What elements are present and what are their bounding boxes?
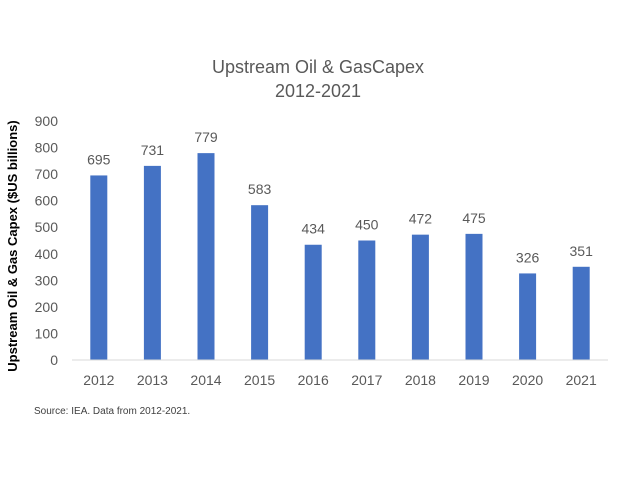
y-axis-ticks: 0 100 200 300 400 500 600 700 800 900 bbox=[35, 113, 59, 368]
y-tick-label: 200 bbox=[35, 299, 59, 315]
y-axis-title: Upstream Oil & Gas Capex ($US billions) bbox=[5, 120, 20, 371]
y-tick-label: 600 bbox=[35, 193, 59, 209]
x-tick-label: 2013 bbox=[137, 372, 168, 388]
x-tick-label: 2015 bbox=[244, 372, 275, 388]
bar bbox=[465, 233, 483, 360]
data-label: 731 bbox=[141, 142, 165, 158]
data-labels-group: 695 731 779 583 434 450 472 475 326 351 bbox=[87, 129, 593, 265]
chart-title-line1: Upstream Oil & GasCapex bbox=[212, 57, 424, 77]
source-note: Source: IEA. Data from 2012-2021. bbox=[34, 406, 190, 417]
data-label: 475 bbox=[462, 210, 486, 226]
bar bbox=[197, 153, 215, 360]
x-tick-label: 2014 bbox=[190, 372, 221, 388]
y-tick-label: 300 bbox=[35, 272, 59, 288]
data-label: 450 bbox=[355, 217, 379, 233]
bar bbox=[90, 175, 108, 360]
x-tick-label: 2017 bbox=[351, 372, 382, 388]
y-tick-label: 100 bbox=[35, 325, 59, 341]
x-tick-label: 2016 bbox=[298, 372, 329, 388]
bar bbox=[304, 244, 322, 360]
x-tick-label: 2020 bbox=[512, 372, 543, 388]
y-tick-label: 500 bbox=[35, 219, 59, 235]
y-tick-label: 900 bbox=[35, 113, 59, 129]
y-tick-label: 800 bbox=[35, 140, 59, 156]
bars-group bbox=[90, 153, 590, 360]
data-label: 351 bbox=[570, 243, 594, 259]
x-axis-ticks: 2012 2013 2014 2015 2016 2017 2018 2019 2020 2021 bbox=[83, 372, 597, 388]
data-label: 583 bbox=[248, 181, 272, 197]
data-label: 779 bbox=[194, 129, 218, 145]
bar bbox=[519, 273, 537, 360]
bar bbox=[251, 205, 269, 360]
y-tick-label: 700 bbox=[35, 166, 59, 182]
y-tick-label: 400 bbox=[35, 246, 59, 262]
chart-title-line2: 2012-2021 bbox=[275, 81, 361, 101]
data-label: 695 bbox=[87, 151, 111, 167]
y-tick-label: 0 bbox=[50, 352, 58, 368]
x-tick-label: 2021 bbox=[566, 372, 597, 388]
data-label: 472 bbox=[409, 211, 433, 227]
x-tick-label: 2012 bbox=[83, 372, 114, 388]
bar bbox=[358, 240, 376, 360]
data-label: 326 bbox=[516, 249, 540, 265]
bar bbox=[572, 266, 590, 360]
bar bbox=[411, 234, 429, 360]
bar bbox=[143, 165, 161, 360]
x-tick-label: 2018 bbox=[405, 372, 436, 388]
x-tick-label: 2019 bbox=[458, 372, 489, 388]
data-label: 434 bbox=[302, 221, 326, 237]
